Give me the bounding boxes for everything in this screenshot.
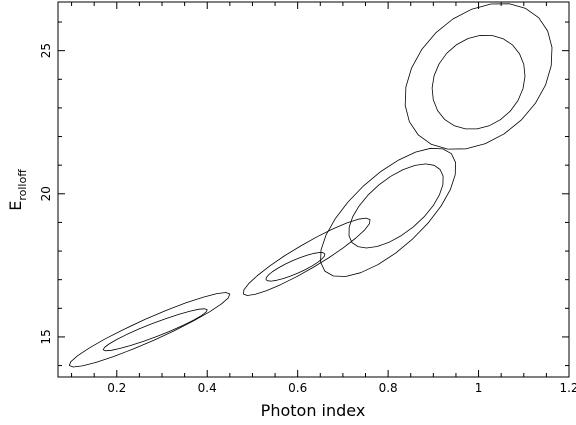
contour-outer bbox=[404, 3, 553, 150]
plot-frame bbox=[57, 1, 570, 378]
y-tick-label: 25 bbox=[39, 43, 53, 58]
contour-outer bbox=[68, 292, 231, 368]
contour-group bbox=[68, 3, 553, 368]
contour-inner bbox=[265, 252, 326, 282]
contour-outer bbox=[320, 147, 457, 277]
x-tick-label: 0.4 bbox=[198, 381, 217, 395]
contour-inner bbox=[102, 308, 208, 352]
axis-ticks: 0.2 0.4 0.6 0.8 1 1.2 15 20 25 bbox=[39, 2, 576, 395]
x-axis-title: Photon index bbox=[261, 401, 366, 420]
y-axis-title-main: E bbox=[6, 201, 25, 211]
contour-outer bbox=[242, 217, 371, 296]
x-tick-label: 0.8 bbox=[379, 381, 398, 395]
x-tick-label: 0.6 bbox=[288, 381, 307, 395]
x-tick-label: 1.2 bbox=[559, 381, 576, 395]
y-axis-title: Erolloff bbox=[6, 169, 29, 211]
x-tick-label: 1 bbox=[475, 381, 483, 395]
y-tick-label: 15 bbox=[39, 329, 53, 344]
y-axis-title-subscript: rolloff bbox=[16, 169, 29, 201]
x-tick-label: 0.2 bbox=[107, 381, 126, 395]
contour-inner bbox=[348, 163, 444, 249]
contour-inner bbox=[431, 35, 526, 130]
y-tick-label: 20 bbox=[39, 186, 53, 201]
